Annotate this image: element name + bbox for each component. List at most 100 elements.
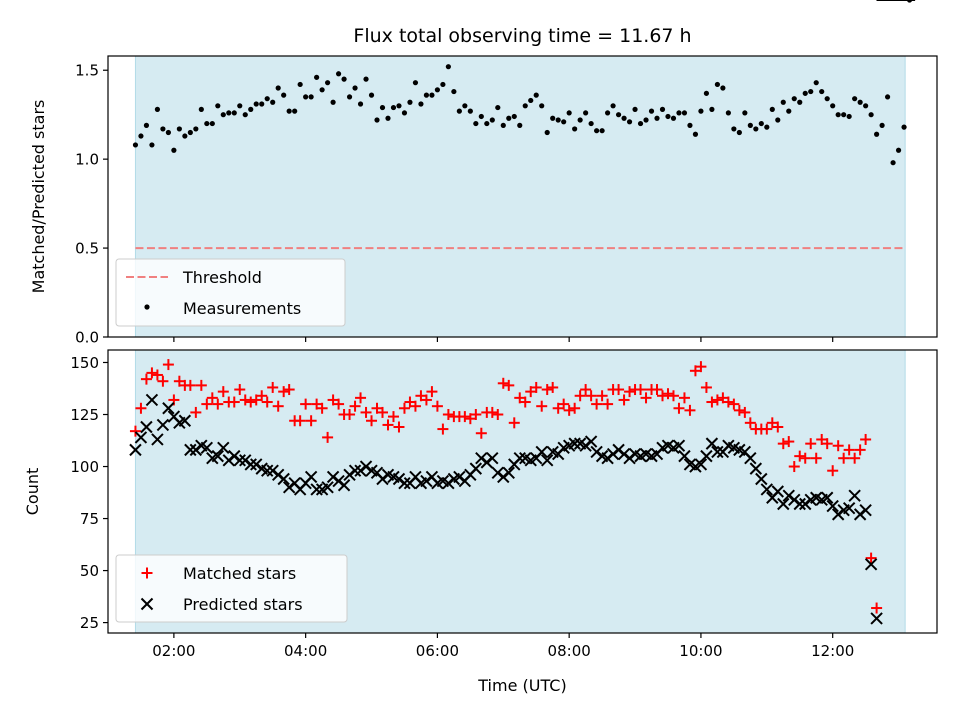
matched-star-point (426, 386, 438, 398)
predicted-star-point (502, 466, 515, 479)
measurement-point (659, 106, 666, 112)
predicted-star-point (134, 431, 148, 444)
predicted-star-point (513, 451, 526, 465)
matched-star-point (497, 377, 509, 389)
x-axis-label: Time (UTC) (477, 676, 566, 695)
matched-star-point (486, 406, 498, 418)
matched-star-point (618, 394, 630, 406)
measurement-point (769, 106, 775, 112)
measurement-point (325, 80, 331, 86)
matched-star-point (206, 392, 218, 404)
legend-matched-label: Matched stars (183, 564, 296, 583)
measurement-point (874, 131, 880, 137)
measurement-point (330, 99, 336, 105)
measurement-point (550, 115, 556, 121)
measurement-point (753, 126, 759, 132)
predicted-star-point (162, 402, 175, 415)
legend-matched-swatch (141, 567, 153, 579)
matched-star-point (366, 415, 378, 427)
matched-star-point (267, 381, 279, 393)
measurement-point (456, 108, 462, 114)
matched-star-point (239, 394, 251, 406)
bottom-panel: 25 50 75 100 125 150 02:00 04:00 06:00 08:00 10:00… (70, 0, 938, 660)
measurement-point (813, 80, 819, 86)
predicted-star-point (233, 454, 246, 467)
predicted-star-point (304, 470, 318, 484)
matched-star-point (541, 384, 553, 396)
matched-star-point (283, 384, 295, 396)
matched-star-point (733, 404, 745, 416)
measurement-point (698, 108, 704, 114)
predicted-star-point (348, 464, 362, 477)
y-tick-label: 0.5 (75, 240, 99, 258)
measurement-point (335, 71, 342, 77)
matched-star-point (827, 465, 839, 477)
predicted-star-point (211, 449, 225, 463)
measurement-point (703, 90, 710, 96)
measurement-point (215, 103, 221, 109)
measurement-point (154, 106, 161, 112)
matched-star-point (228, 396, 240, 408)
measurement-point (714, 81, 720, 88)
matched-star-point (591, 398, 603, 410)
y-tick-label: 125 (70, 406, 99, 424)
axes-frame (107, 349, 938, 634)
matched-star-point (503, 379, 515, 391)
matched-star-point (585, 390, 597, 402)
measurement-point (577, 117, 583, 123)
measurement-point (357, 101, 364, 107)
matched-star-point (129, 425, 141, 437)
measurement-point (626, 119, 633, 125)
measurement-point (648, 108, 655, 114)
predicted-star-point (145, 393, 159, 407)
measurement-point (528, 97, 534, 104)
matched-star-point (744, 417, 756, 429)
predicted-star-point (859, 504, 872, 517)
measurement-point (462, 103, 468, 109)
matched-star-point (261, 396, 273, 408)
measurement-point (604, 110, 611, 116)
predicted-star-point (826, 499, 839, 513)
measurement-point (489, 117, 495, 123)
matched-star-point (558, 398, 570, 410)
predicted-star-point (678, 449, 691, 463)
y-tick-label: 0.0 (75, 329, 99, 347)
measurement-point (176, 126, 182, 132)
x-tick-label: 02:00 (152, 642, 195, 660)
predicted-star-point (261, 464, 274, 477)
matched-star-point (810, 452, 822, 464)
measurement-point (676, 110, 682, 116)
measurement-point (286, 108, 292, 114)
measurement-point (709, 106, 715, 112)
measurement-point (182, 133, 188, 139)
predicted-star-point (700, 449, 713, 463)
predicted-star-point (398, 476, 411, 490)
measurement-point (467, 108, 473, 114)
measurement-point (846, 113, 852, 120)
measurement-point (533, 92, 539, 98)
measurement-point (890, 160, 896, 166)
predicted-star-point (200, 441, 214, 455)
measurement-point (835, 112, 841, 118)
matched-star-point (871, 602, 883, 614)
matched-star-point (574, 390, 586, 402)
x-tick-label: 06:00 (416, 642, 459, 660)
predicted-star-point (749, 462, 763, 475)
matched-star-point (772, 421, 784, 433)
measurement-point (665, 113, 671, 120)
matched-star-point (151, 369, 163, 381)
predicted-star-point (178, 414, 192, 427)
measurement-point (588, 120, 594, 127)
legend-predicted-swatch (140, 597, 154, 611)
matched-star-point (547, 381, 559, 393)
measurement-point (171, 147, 177, 153)
y-tick-label: 1.5 (75, 62, 99, 80)
measurement-point (193, 126, 199, 132)
predicted-star-point (864, 558, 878, 571)
measurement-point (132, 142, 139, 148)
measurement-point (187, 129, 193, 136)
matched-star-point (442, 409, 454, 421)
bottom-legend-box (115, 554, 348, 623)
matched-star-point (201, 398, 213, 410)
predicted-star-point (337, 479, 351, 492)
